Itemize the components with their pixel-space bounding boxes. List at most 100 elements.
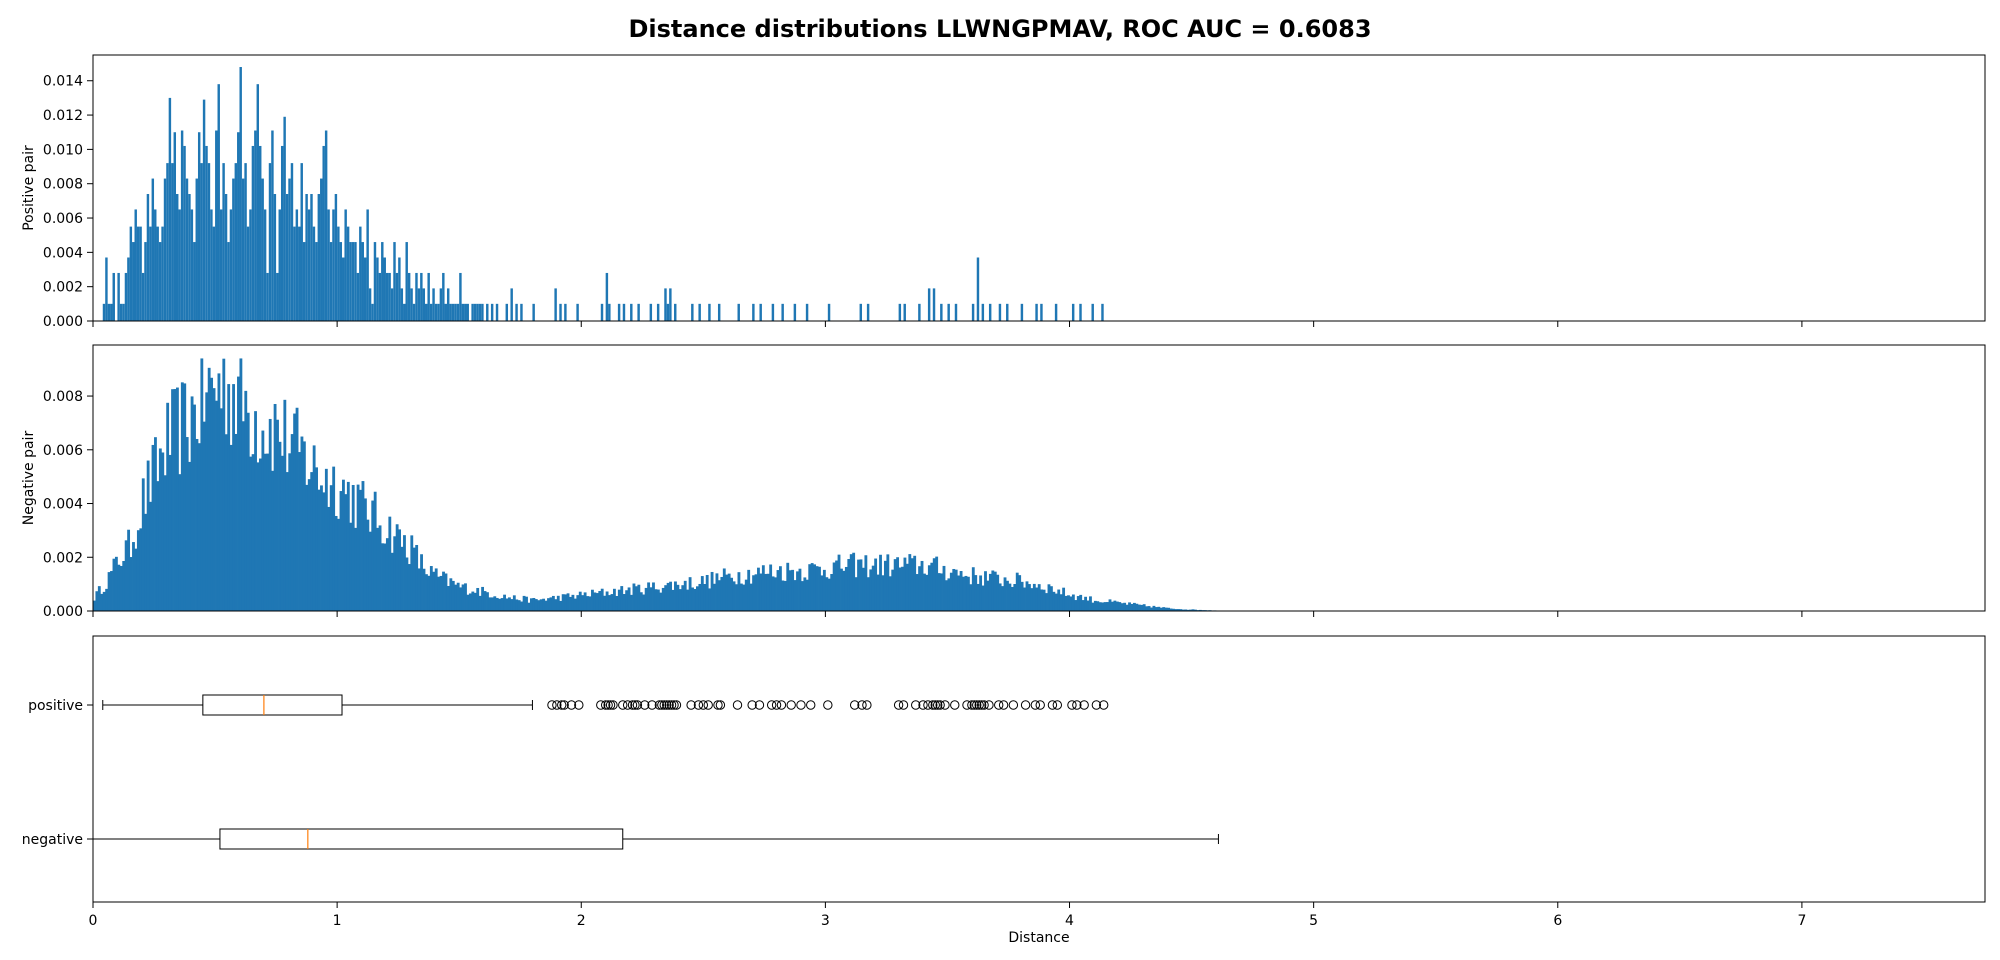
- histogram-bar: [302, 242, 306, 321]
- histogram-bar: [219, 209, 223, 321]
- histogram-bar: [600, 303, 604, 321]
- histogram-bar: [403, 303, 406, 321]
- histogram-bar: [974, 575, 978, 611]
- histogram-bar: [263, 453, 267, 611]
- histogram-bar: [1174, 609, 1178, 611]
- histogram-bar: [261, 178, 264, 321]
- histogram-bar: [129, 226, 133, 321]
- histogram-bar: [146, 194, 150, 321]
- histogram-bar: [625, 590, 629, 611]
- histogram-bar: [278, 441, 282, 611]
- histogram-bar: [1032, 583, 1036, 611]
- histogram-bar: [363, 257, 367, 321]
- histogram-bar: [608, 595, 611, 611]
- positive-histogram-bars: [102, 67, 1104, 322]
- histogram-bar: [569, 596, 572, 611]
- histogram-bar: [349, 522, 353, 611]
- histogram-bar: [251, 454, 255, 611]
- histogram-bar: [940, 303, 943, 321]
- histogram-bar: [100, 593, 104, 611]
- histogram-bar: [1164, 607, 1168, 611]
- histogram-bar: [417, 568, 421, 611]
- histogram-bar: [200, 358, 204, 611]
- histogram-bar: [268, 418, 272, 611]
- histogram-bar: [581, 595, 585, 611]
- histogram-bar: [700, 576, 704, 611]
- histogram-bar: [454, 303, 457, 321]
- histogram-bar: [466, 303, 469, 321]
- histogram-bar: [259, 458, 262, 611]
- histogram-bar: [698, 303, 701, 321]
- histogram-bar: [217, 84, 220, 321]
- histogram-bar: [566, 593, 570, 611]
- histogram-bar: [400, 288, 404, 321]
- outlier-point: [1052, 700, 1063, 710]
- histogram-bar: [246, 226, 250, 321]
- histogram-bar: [539, 599, 543, 611]
- histogram-bar: [398, 529, 402, 611]
- histogram-bar: [808, 564, 812, 611]
- outlier-point: [566, 700, 577, 710]
- histogram-bar: [403, 535, 406, 611]
- outlier-point: [596, 700, 606, 710]
- histogram-bar: [691, 303, 694, 321]
- histogram-bar: [434, 303, 438, 321]
- histogram-bar: [837, 554, 841, 611]
- histogram-bar: [183, 383, 187, 611]
- histogram-bar: [666, 303, 670, 321]
- histogram-bar: [822, 569, 826, 611]
- histogram-bar: [532, 597, 536, 611]
- histogram-bar: [752, 303, 755, 321]
- histogram-bar: [393, 242, 396, 321]
- histogram-bar: [407, 272, 411, 321]
- histogram-bar: [918, 566, 921, 611]
- histogram-bar: [451, 580, 455, 611]
- histogram-bar: [239, 358, 243, 611]
- histogram-bar: [451, 303, 455, 321]
- histogram-bar: [1001, 586, 1005, 611]
- outlier-point: [600, 700, 611, 710]
- histogram-bar: [498, 598, 502, 611]
- histogram-bar: [405, 242, 408, 321]
- histogram-bar: [449, 303, 452, 321]
- histogram-bar: [1091, 602, 1095, 611]
- outlier-point: [1072, 700, 1082, 710]
- x-tick-label: 7: [1797, 913, 1806, 929]
- outlier-point: [932, 700, 943, 710]
- histogram-bar: [168, 97, 172, 321]
- histogram-bar: [207, 367, 211, 611]
- histogram-bar: [493, 596, 497, 611]
- histogram-bar: [578, 591, 582, 611]
- histogram-bar: [661, 587, 665, 611]
- negative-histogram-panel: 0.000 0.002 0.004 0.006 0.008 Negative pair: [21, 344, 1986, 620]
- outlier-point: [849, 700, 860, 710]
- histogram-bar: [227, 242, 230, 321]
- histogram-bar: [793, 580, 797, 611]
- histogram-bar: [366, 209, 369, 321]
- histogram-bar: [298, 226, 301, 321]
- histogram-bar: [193, 242, 196, 321]
- histogram-bar: [190, 396, 194, 611]
- histogram-bar: [385, 272, 389, 321]
- histogram-bar: [874, 558, 878, 611]
- histogram-bar: [312, 445, 316, 611]
- histogram-bar: [190, 209, 194, 321]
- histogram-bar: [283, 399, 287, 611]
- histogram-bar: [239, 67, 242, 321]
- histogram-bar: [1093, 600, 1097, 611]
- histogram-bar: [759, 573, 763, 611]
- histogram-bar: [559, 600, 563, 611]
- histogram-bar: [1137, 604, 1141, 611]
- histogram-bar: [622, 303, 626, 321]
- histogram-bar: [422, 288, 426, 321]
- outlier-point: [976, 700, 987, 710]
- histogram-bar: [1152, 605, 1156, 611]
- histogram-bar: [283, 116, 286, 322]
- histogram-bar: [371, 303, 374, 321]
- histogram-bar: [647, 582, 651, 611]
- y-tick-label: 0.008: [43, 389, 83, 405]
- histogram-bar: [346, 226, 350, 321]
- histogram-bar: [495, 597, 499, 611]
- histogram-bar: [827, 578, 831, 611]
- histogram-bar: [241, 421, 245, 611]
